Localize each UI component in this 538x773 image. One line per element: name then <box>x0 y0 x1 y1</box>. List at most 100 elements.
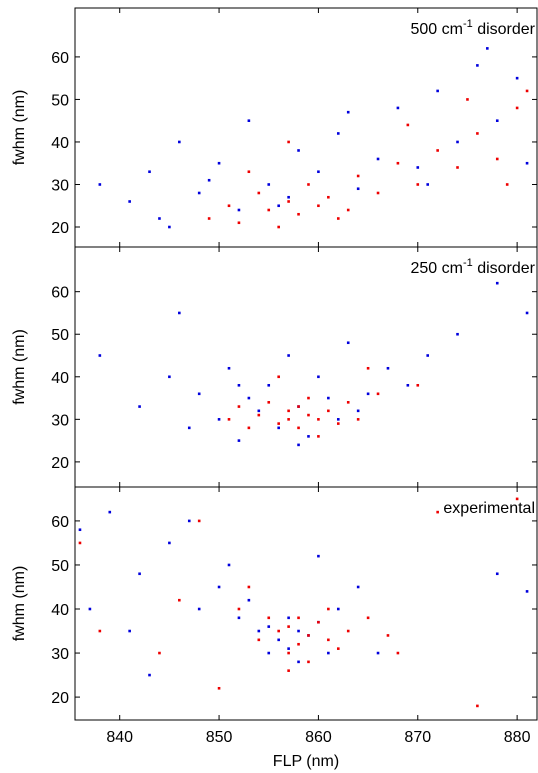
point <box>396 651 400 655</box>
point <box>336 418 340 421</box>
point <box>287 409 290 413</box>
point <box>376 157 380 161</box>
point <box>168 375 171 379</box>
point <box>247 119 251 122</box>
point <box>197 392 201 396</box>
point <box>376 392 380 396</box>
point <box>336 217 340 220</box>
annotation-part: experimental <box>443 500 535 517</box>
y-tick-label: 20 <box>51 455 69 472</box>
annotation: experimental <box>443 500 535 517</box>
point <box>297 405 300 408</box>
frame <box>74 246 538 488</box>
point <box>297 443 300 447</box>
point <box>78 541 82 545</box>
point <box>297 660 300 664</box>
point <box>317 170 320 174</box>
point <box>178 598 181 602</box>
point <box>267 616 271 620</box>
x-axis-label: FLP (nm) <box>273 753 339 770</box>
point <box>307 413 310 417</box>
y-tick-label: 60 <box>51 285 69 302</box>
point <box>297 426 300 430</box>
point <box>436 510 439 514</box>
point <box>197 607 201 611</box>
point <box>217 418 221 421</box>
point <box>396 106 400 110</box>
point <box>138 405 141 408</box>
point <box>495 157 499 161</box>
y-axis-label: fwhm (nm) <box>11 566 28 642</box>
point <box>525 311 529 315</box>
point <box>297 616 300 620</box>
point <box>158 651 161 655</box>
annotation-part: -1 <box>463 18 473 30</box>
point <box>287 418 290 421</box>
point <box>128 200 131 203</box>
point <box>237 221 241 225</box>
point <box>247 426 251 430</box>
annotation-part: disorder <box>473 260 536 277</box>
point <box>307 634 310 637</box>
y-tick-label: 60 <box>51 514 69 531</box>
point <box>327 638 330 642</box>
annotation-part: 500 cm <box>411 21 463 38</box>
x-tick-label: 840 <box>106 729 133 746</box>
point <box>128 629 131 633</box>
point <box>346 401 350 404</box>
y-tick-label: 20 <box>51 690 69 707</box>
point <box>356 418 360 421</box>
point <box>476 704 479 708</box>
point <box>227 563 231 567</box>
point <box>426 354 430 357</box>
point <box>257 413 261 417</box>
point <box>317 375 320 379</box>
point <box>138 572 141 576</box>
point <box>98 629 102 633</box>
point <box>327 607 330 611</box>
point <box>247 585 251 589</box>
point <box>297 642 300 646</box>
point <box>217 686 221 690</box>
point <box>476 64 479 67</box>
point <box>257 191 261 195</box>
point <box>237 405 241 408</box>
point <box>386 366 390 370</box>
y-tick-label: 50 <box>51 92 69 109</box>
point <box>317 435 320 438</box>
x-tick-label: 870 <box>404 729 431 746</box>
x-tick-label: 860 <box>305 729 332 746</box>
point <box>396 161 400 165</box>
point <box>257 638 261 642</box>
point <box>287 140 290 144</box>
point <box>495 572 499 576</box>
point <box>207 178 211 182</box>
point <box>227 418 231 421</box>
y-tick-label: 40 <box>51 370 69 387</box>
point <box>287 647 290 650</box>
point <box>376 651 380 655</box>
point <box>346 341 350 345</box>
point <box>277 426 280 430</box>
point <box>237 383 241 387</box>
point <box>356 174 360 178</box>
point <box>207 217 211 220</box>
point <box>277 422 280 425</box>
point <box>267 383 271 387</box>
point <box>277 629 280 633</box>
point <box>287 354 290 357</box>
point <box>168 225 171 229</box>
y-tick-label: 30 <box>51 177 69 194</box>
point <box>476 132 479 135</box>
point <box>525 89 529 93</box>
y-tick-label: 50 <box>51 327 69 344</box>
point <box>287 625 290 628</box>
point <box>108 510 112 514</box>
point <box>515 497 519 501</box>
point <box>277 638 280 642</box>
point <box>247 598 251 602</box>
point <box>287 200 290 203</box>
point <box>366 392 370 396</box>
point <box>78 528 82 532</box>
